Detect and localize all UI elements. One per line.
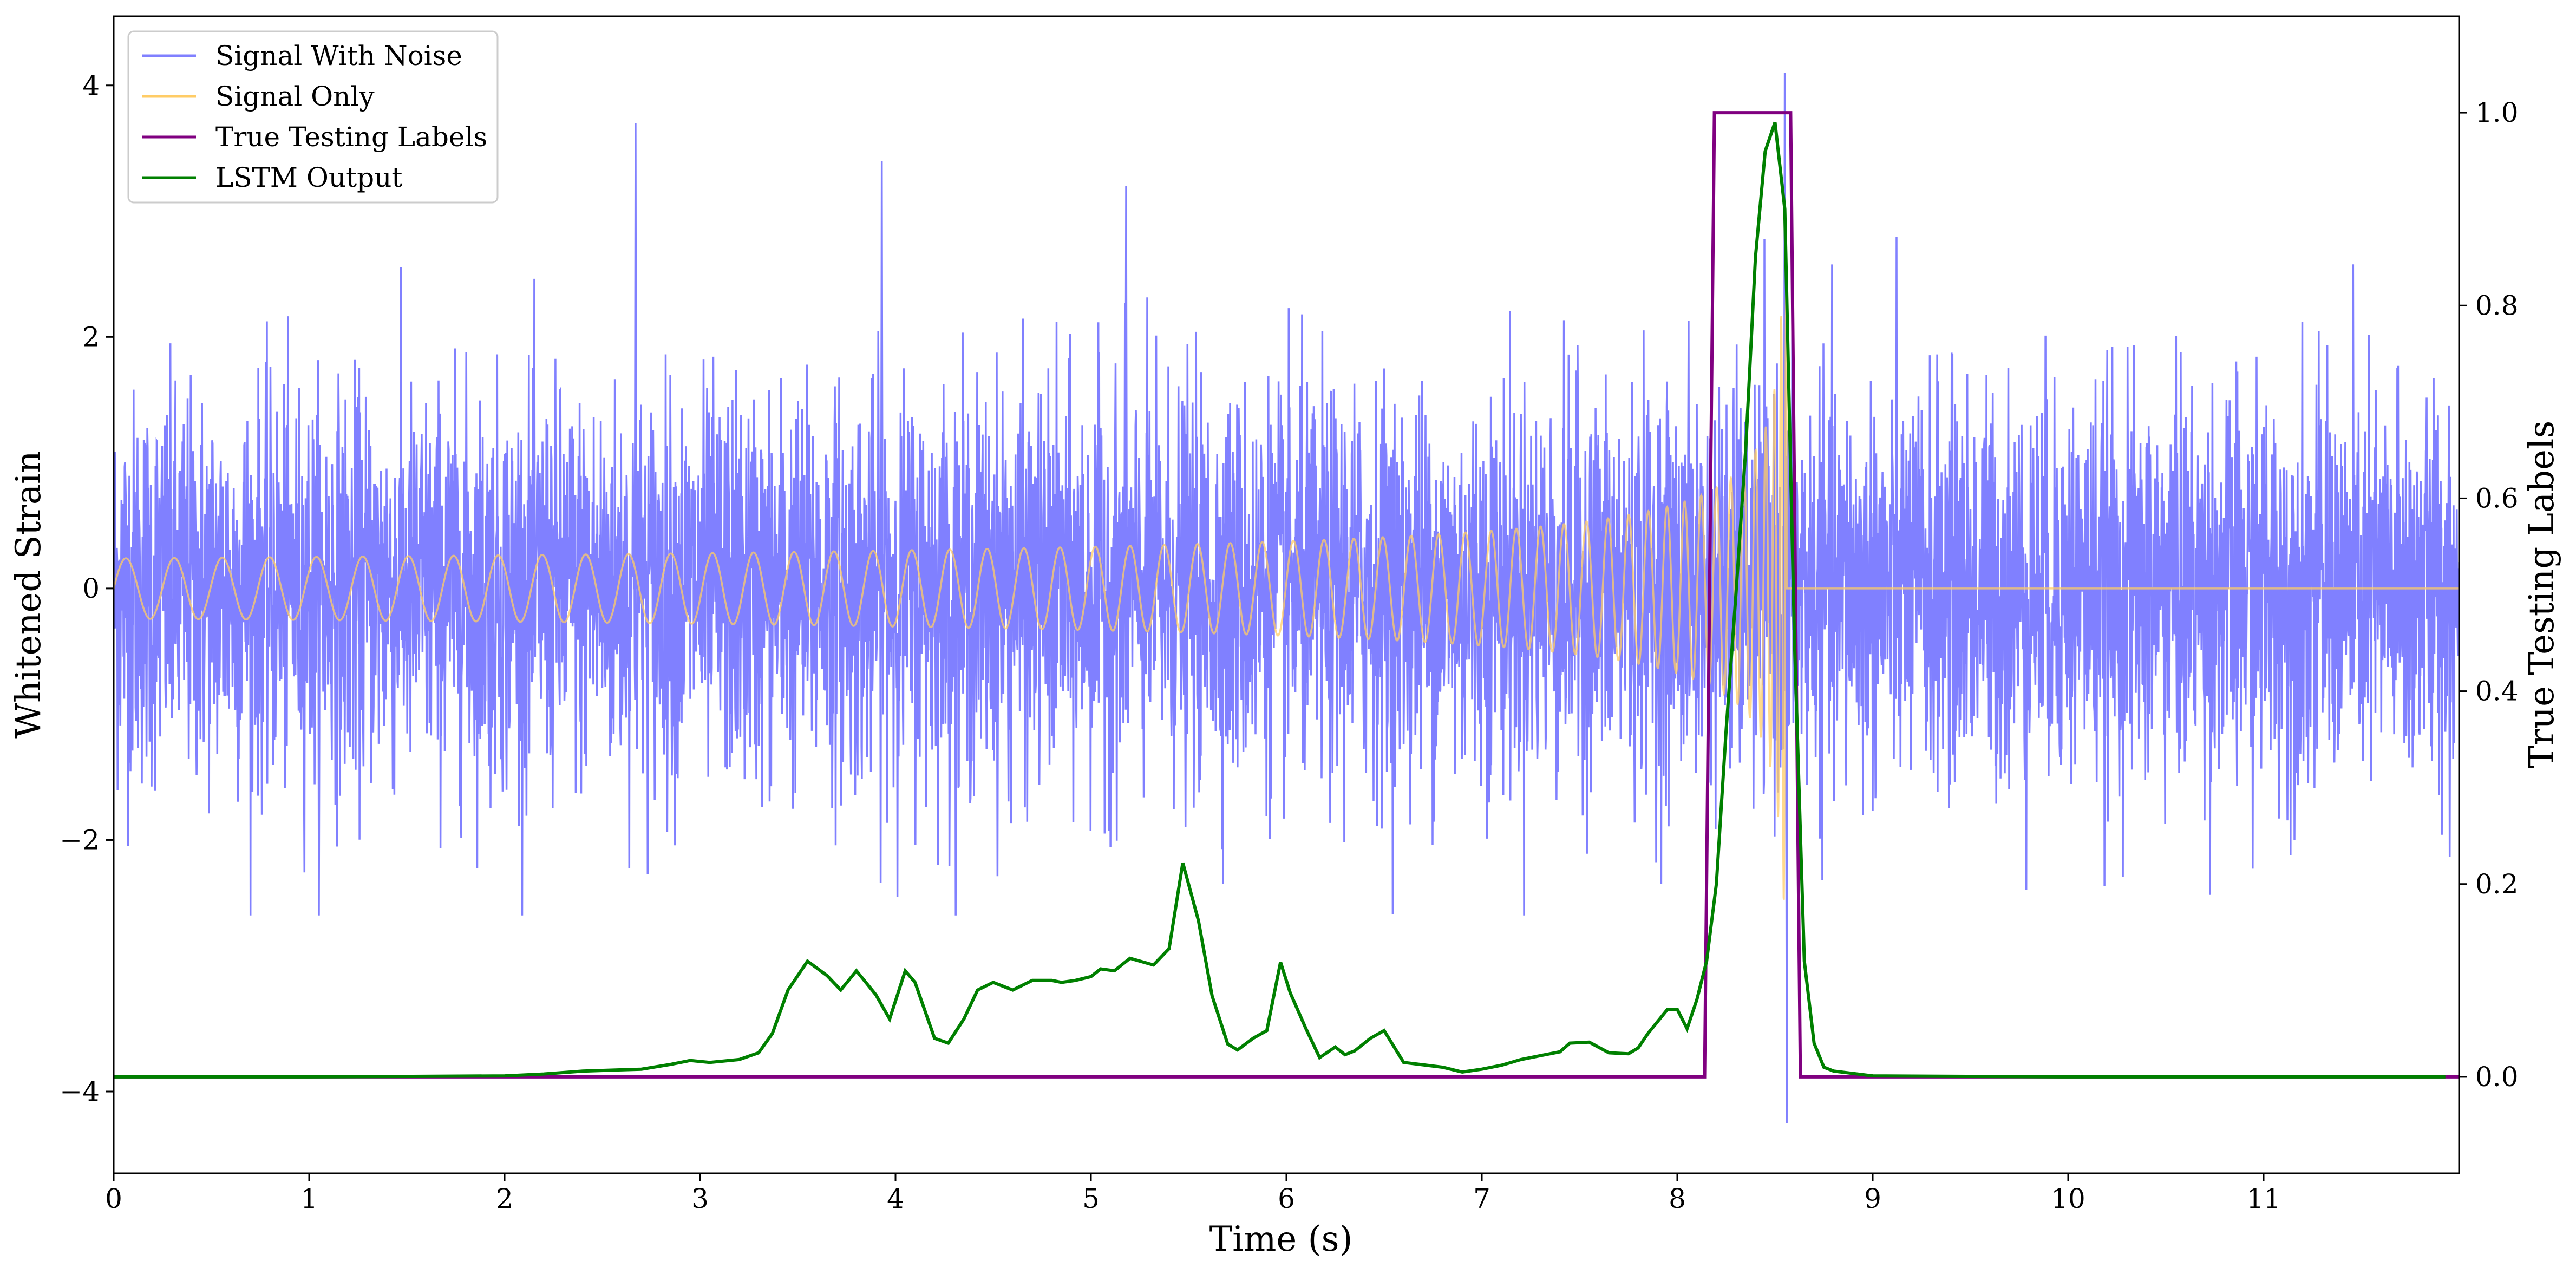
x-tick-label: 1: [300, 1183, 318, 1214]
x-tick-label: 11: [2246, 1183, 2281, 1214]
x-axis-label: Time (s): [1209, 1219, 1353, 1259]
x-tick-label: 8: [1669, 1183, 1686, 1214]
y-axis-label: Whitened Strain: [9, 450, 49, 738]
legend: Signal With Noise Signal Only True Testing…: [127, 30, 499, 204]
y-tick-label: −2: [60, 824, 100, 855]
x-tick-label: 9: [1864, 1183, 1881, 1214]
y-tick-label: 4: [82, 70, 100, 101]
ticks-layer: 0 1 2 3 4 5 6 7 8 9 10 11 −4 −2 0 2 4 0.0 0.2 0.4 0.6 0.8 1.0: [60, 70, 2518, 1214]
y2-tick-label: 0.8: [2475, 290, 2519, 321]
legend-label-true-testing-labels: True Testing Labels: [215, 121, 487, 153]
x-tick-label: 6: [1278, 1183, 1295, 1214]
y2-tick-label: 0.2: [2475, 868, 2519, 900]
x-tick-label: 4: [887, 1183, 904, 1214]
legend-frame: [127, 30, 499, 204]
series-lstm-output: [114, 121, 2446, 1079]
x-tick-label: 2: [496, 1183, 513, 1214]
legend-label-signal-only: Signal Only: [215, 81, 375, 112]
y-tick-label: 0: [82, 573, 100, 604]
y2-tick-label: 0.0: [2475, 1061, 2519, 1093]
legend-label-lstm-output: LSTM Output: [215, 162, 402, 193]
y2-tick-label: 1.0: [2475, 97, 2519, 128]
y2-tick-label: 0.4: [2475, 676, 2519, 707]
x-tick-label: 7: [1473, 1183, 1490, 1214]
x-tick-label: 0: [105, 1183, 122, 1214]
y-tick-label: −4: [60, 1076, 100, 1107]
x-tick-label: 10: [2051, 1183, 2085, 1214]
series-signal-only: [114, 275, 2459, 900]
x-tick-label: 5: [1082, 1183, 1100, 1214]
x-tick-label: 3: [691, 1183, 709, 1214]
series-signal-with-noise: [114, 73, 2459, 1123]
series-layer: [114, 73, 2459, 1123]
y2-axis-label: True Testing Labels: [2522, 421, 2562, 769]
y2-tick-label: 0.6: [2475, 482, 2519, 514]
y-tick-label: 2: [82, 321, 100, 352]
legend-label-signal-with-noise: Signal With Noise: [215, 40, 462, 71]
